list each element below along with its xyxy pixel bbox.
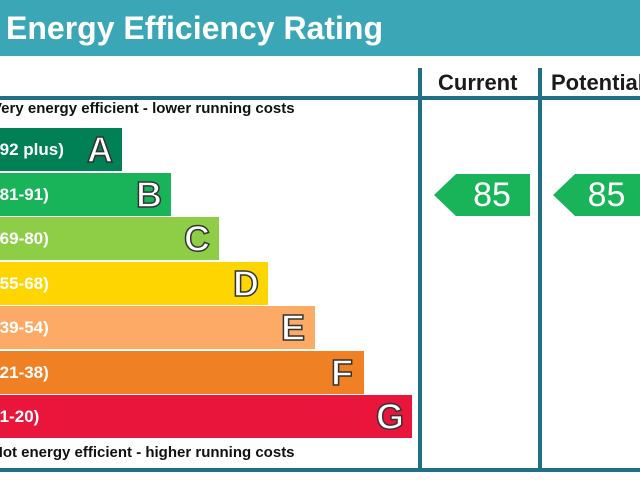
- band-range-label: (21-38): [0, 362, 49, 382]
- band-letter: A: [86, 128, 114, 171]
- band-c: (69-80) C: [0, 217, 219, 260]
- band-letter: E: [280, 306, 306, 349]
- band-range-label: (81-91): [0, 184, 49, 204]
- band-e: (39-54) E: [0, 306, 315, 349]
- band-range-label: (55-68): [0, 273, 49, 293]
- current-column-left-border: [418, 68, 422, 472]
- band-f: (21-38) F: [0, 350, 364, 394]
- potential-column-left-border: [538, 68, 542, 472]
- band-range-label: (39-54): [0, 318, 49, 337]
- title-bar: Energy Efficiency Rating: [0, 0, 640, 56]
- band-letter: G: [375, 395, 405, 438]
- current-rating-value: 85: [473, 175, 511, 214]
- band-letter: D: [232, 262, 260, 305]
- band-a: (92 plus) A: [0, 128, 122, 171]
- top-note: Very energy efficient - lower running co…: [0, 100, 295, 117]
- band-g: (1-20) G: [0, 395, 412, 438]
- potential-rating-arrow: 85: [553, 173, 640, 216]
- page-title: Energy Efficiency Rating: [6, 10, 383, 46]
- potential-column-header: Potential: [551, 70, 640, 95]
- current-rating-arrow: 85: [434, 173, 530, 216]
- header-divider: [0, 96, 640, 100]
- band-range-label: (1-20): [0, 407, 40, 426]
- bottom-note: Not energy efficient - higher running co…: [0, 444, 295, 461]
- band-letter: C: [183, 217, 211, 260]
- current-column-header: Current: [438, 70, 518, 95]
- band-b: (81-91) B: [0, 172, 171, 216]
- potential-rating-value: 85: [587, 175, 626, 214]
- potential-arrow-shape: [553, 173, 640, 216]
- band-range-label: (92 plus): [0, 140, 64, 159]
- band-letter: F: [330, 351, 354, 394]
- band-letter: B: [135, 173, 163, 216]
- bottom-border: [0, 468, 640, 472]
- current-arrow-shape: [434, 173, 530, 216]
- band-d: (55-68) D: [0, 261, 268, 305]
- band-range-label: (69-80): [0, 229, 49, 248]
